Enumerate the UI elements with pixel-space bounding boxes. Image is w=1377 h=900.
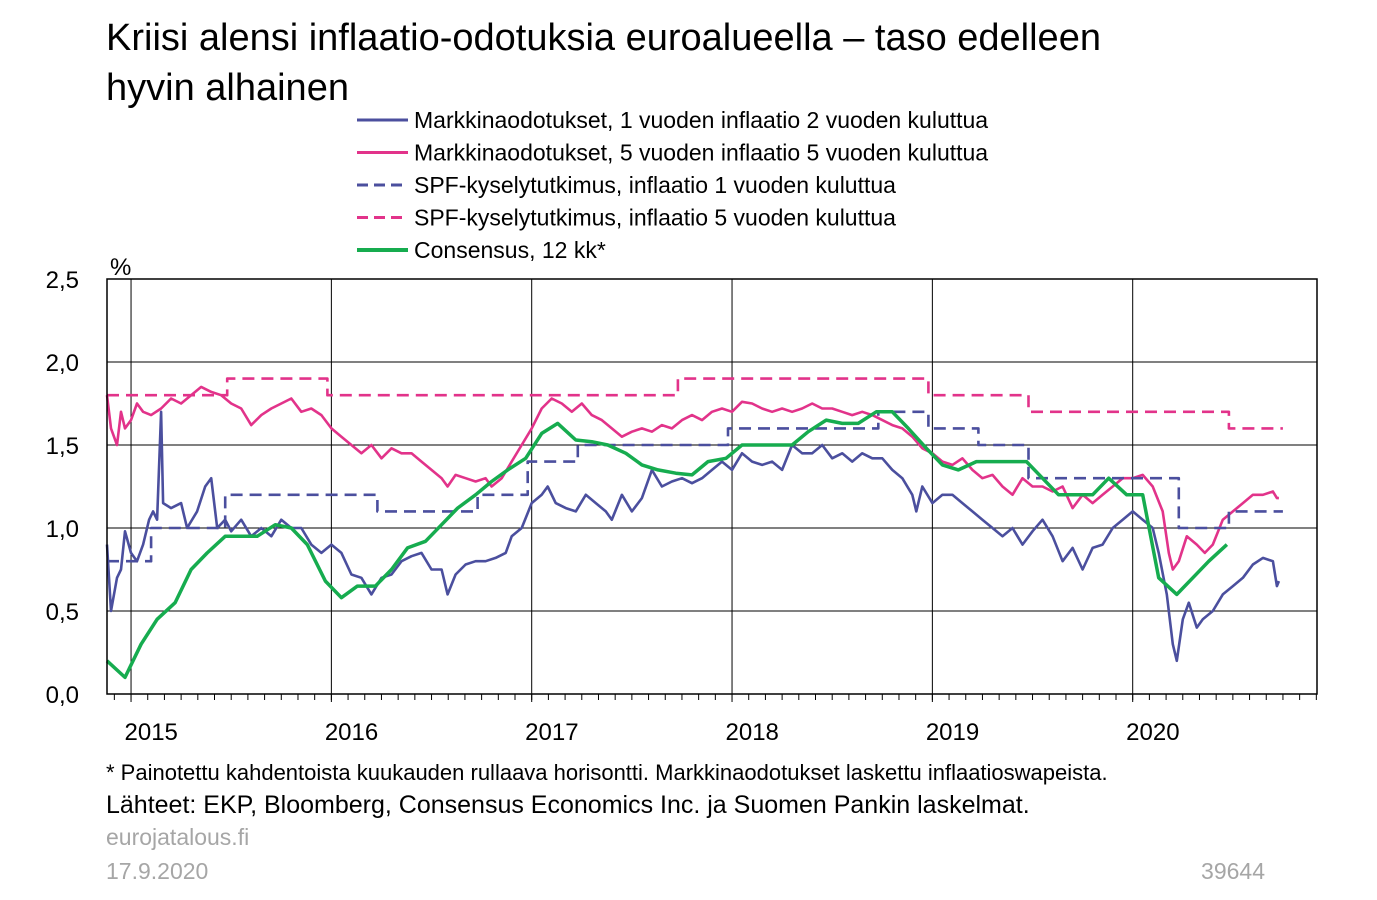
site-url: eurojatalous.fi [106,824,249,850]
series-line-3 [107,410,1283,563]
x-tick-label: 2020 [1126,719,1179,746]
chart-id: 39644 [1201,858,1265,884]
series-group [105,377,1283,680]
y-tick-label: 0,0 [46,682,79,709]
y-axis-unit-label: % [110,254,131,281]
chart-title-line2: hyvin alhainen [106,67,349,109]
series-line-4 [107,377,1283,430]
y-axis-ticks: 0,0 0,5 1,0 1,5 2,0 2,5 [46,267,79,709]
publish-date: 17.9.2020 [106,858,208,884]
legend-label-3: SPF-kyselytutkimus, inflaatio 1 vuoden k… [414,172,896,198]
footnote: * Painotettu kahdentoista kuukauden rull… [106,760,1108,785]
y-tick-label: 2,0 [46,350,79,377]
x-tick-label: 2015 [125,719,178,746]
y-tick-label: 2,5 [46,267,79,294]
series-line-5 [105,410,1229,680]
legend: Markkinaodotukset, 1 vuoden inflaatio 2 … [357,107,988,263]
legend-label-2: Markkinaodotukset, 5 vuoden inflaatio 5 … [414,140,988,166]
x-tick-label: 2017 [525,719,578,746]
sources-text: Lähteet: EKP, Bloomberg, Consensus Econo… [106,791,1030,819]
legend-label-1: Markkinaodotukset, 1 vuoden inflaatio 2 … [414,107,988,133]
series-line-2 [105,385,1279,571]
x-axis-ticks: 2015 2016 2017 2018 2019 2020 [113,694,1317,746]
x-tick-label: 2016 [325,719,378,746]
legend-label-4: SPF-kyselytutkimus, inflaatio 5 vuoden k… [414,205,896,231]
x-tick-label: 2018 [726,719,779,746]
series-line-1 [105,410,1281,663]
x-tick-label: 2019 [926,719,979,746]
plot-frame [106,278,1318,695]
y-tick-label: 1,0 [46,516,79,543]
y-tick-label: 0,5 [46,599,79,626]
chart-title-line1: Kriisi alensi inflaatio-odotuksia euroal… [106,17,1101,59]
y-tick-label: 1,5 [46,433,79,460]
grid [107,279,1317,702]
legend-label-5: Consensus, 12 kk* [414,237,606,263]
